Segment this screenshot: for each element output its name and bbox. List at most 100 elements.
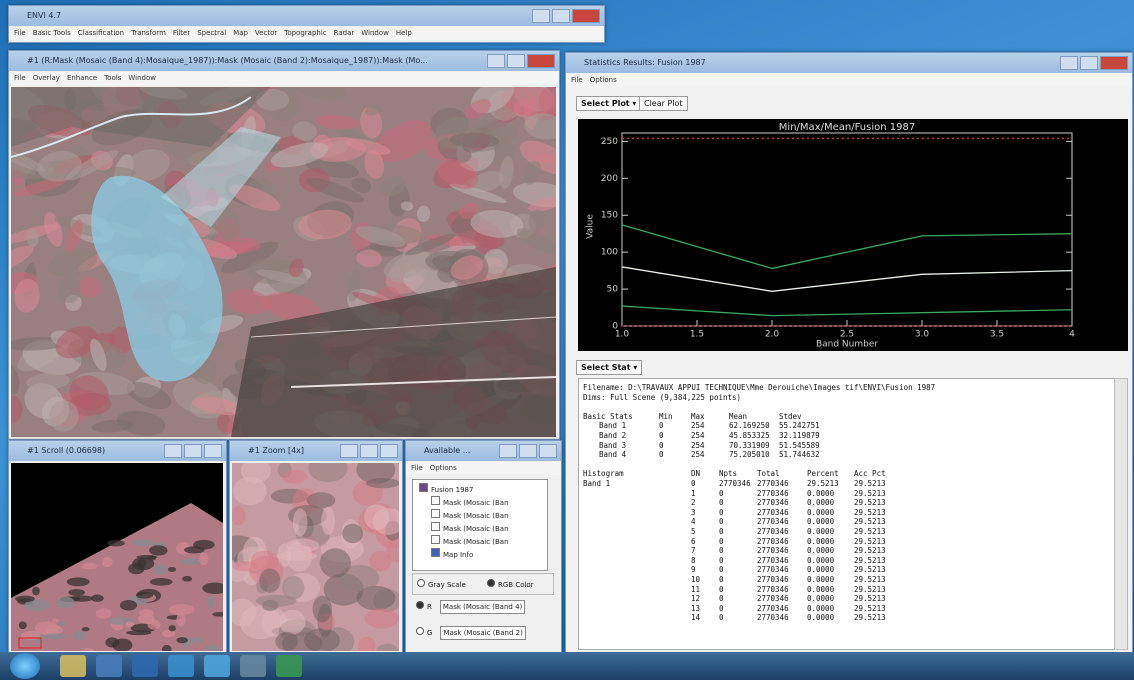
tree-item[interactable]: Mask (Mosaic (Ban bbox=[431, 496, 509, 507]
taskbar-icon[interactable] bbox=[240, 655, 266, 677]
menu-item[interactable]: Help bbox=[396, 27, 412, 40]
x-tick-label: 4 bbox=[1069, 330, 1075, 340]
terrain-patch bbox=[369, 551, 391, 571]
report-text: 0.0000 bbox=[807, 575, 834, 584]
channel-band: Mask (Mosaic (Band 2) bbox=[440, 626, 525, 640]
report-text: 0.0000 bbox=[807, 556, 834, 565]
menu-item[interactable]: Tools bbox=[104, 72, 121, 85]
menu-item[interactable]: Window bbox=[128, 72, 156, 85]
report-text: 0 bbox=[719, 546, 724, 555]
menu-item[interactable]: Filter bbox=[173, 27, 190, 40]
channel-label: R bbox=[427, 603, 432, 611]
menu-item[interactable]: Basic Tools bbox=[33, 27, 71, 40]
window-controls[interactable] bbox=[487, 54, 555, 68]
menu-bar: File Overlay Enhance Tools Window bbox=[9, 72, 559, 85]
window-title: #1 Zoom [4x] bbox=[248, 446, 304, 455]
menu-item[interactable]: Transform bbox=[131, 27, 166, 40]
taskbar-icon[interactable] bbox=[132, 655, 158, 677]
terrain-patch bbox=[58, 621, 66, 626]
report-text: 0.0000 bbox=[807, 585, 834, 594]
menu-item[interactable]: Classification bbox=[78, 27, 124, 40]
menu-item[interactable]: Radar bbox=[334, 27, 355, 40]
menu-item[interactable]: Options bbox=[430, 462, 457, 475]
y-tick-label: 50 bbox=[607, 285, 619, 295]
tree-item[interactable]: Mask (Mosaic (Ban bbox=[431, 522, 509, 533]
menu-item[interactable]: Topographic bbox=[284, 27, 326, 40]
window-controls[interactable] bbox=[1060, 56, 1128, 70]
report-text: 7 bbox=[691, 546, 696, 555]
menu-item[interactable]: Map bbox=[233, 27, 248, 40]
radio-dot bbox=[417, 579, 425, 587]
menu-item[interactable]: Spectral bbox=[197, 27, 226, 40]
report-text: 29.5213 bbox=[854, 489, 886, 498]
radio-option[interactable]: Gray Scale bbox=[417, 579, 466, 589]
menu-item[interactable]: File bbox=[411, 462, 423, 475]
zoom-image[interactable] bbox=[232, 463, 399, 651]
terrain-patch bbox=[251, 551, 279, 571]
window-controls[interactable] bbox=[532, 9, 600, 23]
report-text: 0 bbox=[719, 517, 724, 526]
tree-item[interactable]: Map Info bbox=[431, 548, 473, 559]
menu-item[interactable]: Vector bbox=[255, 27, 277, 40]
display-mode-group: Gray Scale RGB Color bbox=[412, 573, 554, 595]
report-text: 2 bbox=[691, 498, 696, 507]
tree-item[interactable]: Fusion 1987 bbox=[419, 483, 473, 494]
taskbar-icon[interactable] bbox=[96, 655, 122, 677]
taskbar-icon[interactable] bbox=[204, 655, 230, 677]
taskbar-icon[interactable] bbox=[168, 655, 194, 677]
taskbar-icons bbox=[60, 655, 302, 677]
menu-item[interactable]: Enhance bbox=[67, 72, 97, 85]
tree-item[interactable]: Mask (Mosaic (Ban bbox=[431, 509, 509, 520]
menu-item[interactable]: Window bbox=[361, 27, 389, 40]
title-bar: ENVI 4.7 bbox=[9, 6, 604, 26]
terrain-patch bbox=[126, 630, 151, 635]
channel-group: RMask (Mosaic (Band 4) GMask (Mosaic (Ban… bbox=[412, 597, 552, 653]
report-text: Basic Stats bbox=[583, 412, 633, 421]
report-text: 2770346 bbox=[719, 479, 751, 488]
terrain-patch bbox=[132, 539, 153, 546]
x-tick-label: 2.5 bbox=[840, 330, 854, 340]
report-text: Histogram bbox=[583, 469, 624, 478]
menu-item[interactable]: File bbox=[14, 27, 26, 40]
start-button[interactable] bbox=[10, 653, 40, 679]
x-tick-label: 1.0 bbox=[615, 330, 630, 340]
taskbar-icon[interactable] bbox=[276, 655, 302, 677]
menu-item[interactable]: File bbox=[14, 72, 26, 85]
menu-item[interactable]: File bbox=[571, 74, 583, 87]
scroll-image[interactable] bbox=[11, 463, 223, 651]
terrain-patch bbox=[73, 631, 86, 641]
x-axis-label: Band Number bbox=[816, 340, 878, 350]
report-text: 62.169250 bbox=[729, 421, 770, 430]
menu-bar: File Options bbox=[566, 74, 1132, 87]
report-text: 0 bbox=[659, 441, 664, 450]
window-controls[interactable] bbox=[499, 444, 557, 458]
radio-option[interactable]: RGB Color bbox=[487, 579, 534, 589]
menu-item[interactable]: Overlay bbox=[33, 72, 60, 85]
report-text: 0.0000 bbox=[807, 498, 834, 507]
report-text: 0 bbox=[719, 565, 724, 574]
terrain-patch bbox=[366, 478, 399, 488]
report-text: 29.5213 bbox=[854, 498, 886, 507]
window-controls[interactable] bbox=[164, 444, 222, 458]
report-text: 0 bbox=[659, 421, 664, 430]
satellite-image[interactable] bbox=[11, 87, 556, 437]
button-label: Select Plot bbox=[581, 99, 630, 108]
desktop: ENVI 4.7 File Basic Tools Classification Tr… bbox=[0, 0, 1134, 680]
window-controls[interactable] bbox=[340, 444, 398, 458]
report-text: Total bbox=[757, 469, 780, 478]
report-text: 8 bbox=[691, 556, 696, 565]
scrollbar[interactable] bbox=[1114, 378, 1128, 650]
menu-item[interactable]: Options bbox=[590, 74, 617, 87]
clear-plot-button[interactable]: Clear Plot bbox=[639, 96, 688, 111]
terrain-patch bbox=[321, 507, 335, 535]
select-stat-button[interactable]: Select Stat ▾ bbox=[576, 360, 642, 375]
taskbar-icon[interactable] bbox=[60, 655, 86, 677]
x-tick-label: 1.5 bbox=[690, 330, 704, 340]
tree-item[interactable]: Mask (Mosaic (Ban bbox=[431, 535, 509, 546]
report-text: 29.5213 bbox=[807, 479, 839, 488]
report-text: 29.5213 bbox=[854, 585, 886, 594]
report-text: 5 bbox=[691, 527, 696, 536]
select-plot-button[interactable]: Select Plot ▾ bbox=[576, 96, 641, 111]
